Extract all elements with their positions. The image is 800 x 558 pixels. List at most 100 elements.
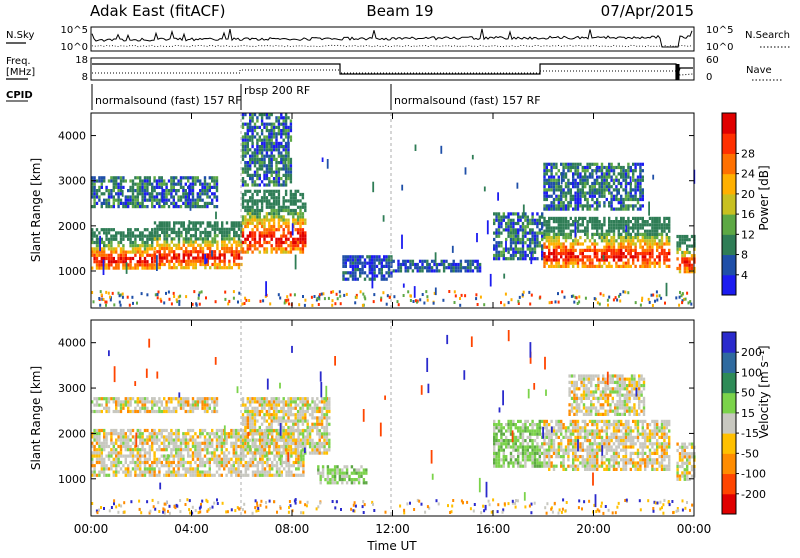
echo-cell — [137, 464, 139, 467]
echo-cell — [627, 220, 629, 223]
echo-cell — [557, 292, 559, 295]
echo-cell — [278, 420, 280, 423]
echo-cell — [403, 284, 405, 288]
echo-cell — [149, 439, 151, 442]
echo-cell — [194, 474, 196, 477]
echo-cell — [266, 126, 268, 129]
echo-cell — [283, 467, 285, 470]
echo-cell — [620, 233, 622, 236]
echo-cell — [679, 270, 681, 273]
echo-cell — [225, 442, 227, 445]
echo-cell — [120, 199, 122, 202]
echo-cell — [275, 132, 277, 135]
echo-cell — [213, 474, 215, 477]
echo-cell — [431, 269, 433, 272]
echo-cell — [278, 161, 280, 164]
echo-cell — [639, 204, 641, 207]
echo-cell — [450, 263, 452, 266]
echo-cell — [546, 166, 548, 169]
echo-cell — [127, 195, 129, 198]
echo-cell — [271, 180, 273, 183]
echo-cell — [285, 432, 287, 435]
echo-cell — [134, 471, 136, 474]
echo-cell — [249, 209, 251, 212]
echo-cell — [187, 263, 189, 266]
echo-cell — [601, 249, 603, 252]
echo-cell — [211, 451, 213, 454]
freq-label-line2: [MHz] — [6, 67, 35, 78]
echo-cell — [235, 439, 237, 442]
echo-cell — [180, 247, 182, 250]
echo-cell — [249, 219, 251, 222]
echo-cell — [263, 448, 265, 451]
echo-cell — [622, 246, 624, 249]
echo-cell — [242, 455, 244, 458]
echo-cell — [397, 263, 399, 266]
echo-cell — [146, 263, 148, 266]
echo-cell — [278, 129, 280, 132]
echo-cell — [127, 439, 129, 442]
echo-cell — [634, 198, 636, 201]
echo-cell — [180, 231, 182, 234]
echo-cell — [139, 247, 141, 250]
echo-cell — [299, 222, 301, 225]
echo-cell — [630, 195, 632, 198]
echo-cell — [144, 471, 146, 474]
echo-cell — [263, 400, 265, 403]
echo-cell — [278, 247, 280, 250]
echo-cell — [510, 212, 512, 215]
echo-cell — [259, 135, 261, 138]
echo-cell — [98, 429, 100, 432]
echo-cell — [177, 448, 179, 451]
echo-cell — [285, 135, 287, 138]
echo-cell — [497, 192, 499, 200]
echo-cell — [273, 219, 275, 222]
echo-cell — [173, 253, 175, 256]
echo-cell — [218, 474, 220, 477]
echo-cell — [193, 290, 195, 293]
echo-cell — [254, 413, 256, 416]
echo-cell — [688, 267, 690, 270]
echo-cell — [651, 217, 653, 220]
echo-cell — [263, 225, 265, 228]
echo-cell — [311, 296, 313, 299]
echo-cell — [108, 241, 110, 244]
echo-cell — [646, 249, 648, 252]
echo-cell — [381, 262, 383, 265]
echo-cell — [642, 188, 644, 191]
echo-cell — [261, 436, 263, 439]
echo-cell — [209, 202, 211, 205]
echo-cell — [500, 254, 502, 257]
echo-cell — [165, 292, 167, 295]
echo-cell — [156, 241, 158, 244]
echo-cell — [603, 294, 605, 297]
echo-cell — [560, 242, 562, 245]
echo-cell — [608, 176, 610, 179]
echo-cell — [608, 239, 610, 242]
echo-cell — [110, 298, 112, 301]
echo-cell — [171, 237, 173, 240]
echo-cell — [663, 242, 665, 245]
echo-cell — [620, 208, 622, 211]
echo-cell — [285, 123, 287, 126]
echo-cell — [129, 186, 131, 189]
echo-cell — [225, 432, 227, 435]
echo-cell — [261, 203, 263, 206]
echo-cell — [550, 172, 552, 175]
echo-cell — [249, 177, 251, 180]
echo-cell — [149, 471, 151, 474]
echo-cell — [275, 164, 277, 167]
echo-cell — [401, 235, 403, 249]
echo-cell — [271, 132, 273, 135]
echo-cell — [159, 260, 161, 263]
echo-cell — [453, 269, 455, 272]
echo-cell — [268, 235, 270, 238]
echo-cell — [209, 435, 211, 438]
echo-cell — [613, 258, 615, 261]
echo-cell — [304, 206, 306, 209]
echo-cell — [127, 296, 129, 299]
echo-cell — [603, 188, 605, 191]
echo-cell — [182, 458, 184, 461]
echo-cell — [115, 179, 117, 182]
echo-cell — [201, 442, 203, 445]
